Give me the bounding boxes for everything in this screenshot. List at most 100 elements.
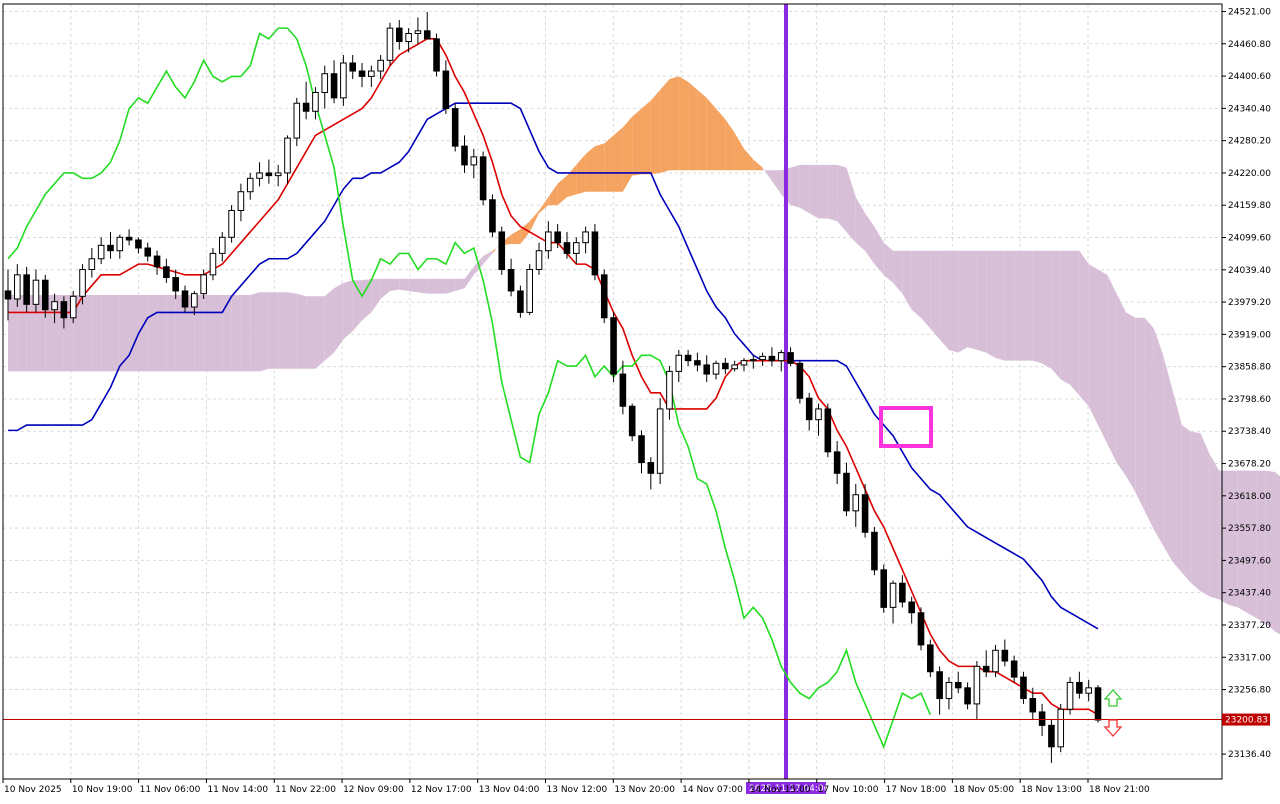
candle-bull[interactable] [14,274,21,300]
vertical-marker[interactable]: 2025.11.17 04:00 [746,4,830,794]
candle-bear[interactable] [684,354,692,362]
candle-bear[interactable] [265,172,273,177]
candlesticks[interactable] [4,12,1102,763]
candle-bull[interactable] [750,359,757,362]
candle-bear[interactable] [796,362,804,399]
candle-bear[interactable] [908,601,915,614]
candle-bear[interactable] [461,145,468,166]
candle-bull[interactable] [526,268,534,313]
candle-bull[interactable] [414,30,422,34]
candle-bear[interactable] [628,405,636,437]
candle-bear[interactable] [964,687,971,705]
candle-bull[interactable] [51,301,58,311]
candle-bull[interactable] [69,295,77,319]
candle-bear[interactable] [787,352,794,364]
candle-bear[interactable] [489,199,496,233]
candle-bear[interactable] [330,73,338,99]
candle-bull[interactable] [889,582,897,608]
candle-bear[interactable] [498,231,506,270]
candle-bear[interactable] [843,472,850,512]
candle-bull[interactable] [992,649,999,673]
candle-bear[interactable] [871,531,878,571]
candle-bull[interactable] [97,244,105,260]
candle-bull[interactable] [377,59,384,72]
candle-bull[interactable] [675,354,683,372]
candle-bull[interactable] [218,236,226,254]
candle-bear[interactable] [442,70,450,110]
candle-bear[interactable] [349,62,356,72]
candle-bear[interactable] [647,462,655,474]
candle-bear[interactable] [423,30,431,40]
candle-bull[interactable] [256,172,263,179]
candle-bull[interactable] [1057,708,1065,748]
candle-bear[interactable] [433,38,440,72]
candle-bear[interactable] [824,408,832,453]
candle-bull[interactable] [572,242,580,254]
candle-bear[interactable] [722,362,729,370]
candle-bear[interactable] [23,274,30,305]
candle-bull[interactable] [405,32,412,43]
candle-bear[interactable] [1094,687,1102,721]
candle-bull[interactable] [228,209,235,238]
candle-bull[interactable] [759,355,766,361]
candle-bear[interactable] [899,582,906,603]
candle-bull[interactable] [340,62,347,99]
candle-bear[interactable] [181,290,189,308]
candle-bear[interactable] [917,612,925,646]
candle-bear[interactable] [768,355,776,362]
candle-bull[interactable] [246,177,254,193]
candle-bear[interactable] [1020,676,1027,700]
candle-bear[interactable] [1010,660,1018,678]
candle-bear[interactable] [703,364,711,375]
candle-bull[interactable] [740,360,748,366]
candle-bull[interactable] [293,102,301,139]
candle-bull[interactable] [545,231,552,252]
candle-bull[interactable] [200,274,207,295]
candle-bull[interactable] [284,137,291,174]
candle-bear[interactable] [172,277,179,292]
candle-bear[interactable] [638,435,645,464]
candle-bear[interactable] [451,108,459,147]
candle-bear[interactable] [60,301,68,319]
candle-bear[interactable] [125,236,133,241]
candle-bear[interactable] [610,317,617,375]
candle-bear[interactable] [619,373,627,407]
candle-bear[interactable] [1038,711,1046,726]
candle-bear[interactable] [1029,698,1037,713]
candle-bear[interactable] [302,102,310,112]
candle-bull[interactable] [815,408,822,421]
candle-bull[interactable] [1066,681,1074,710]
candle-bull[interactable] [32,279,40,305]
candle-bear[interactable] [927,644,934,673]
candle-bear[interactable] [954,681,962,689]
candle-bear[interactable] [880,569,888,608]
candle-bull[interactable] [386,27,394,61]
candle-bull[interactable] [535,250,543,270]
candle-bull[interactable] [666,370,673,410]
candle-bull[interactable] [116,236,124,252]
candle-bear[interactable] [358,70,366,77]
candle-bull[interactable] [237,191,245,211]
candle-bull[interactable] [852,494,860,512]
candle-bear[interactable] [982,665,990,673]
candle-bear[interactable] [517,290,524,313]
candle-bear[interactable] [600,274,608,319]
candle-bear[interactable] [144,247,152,257]
candle-bull[interactable] [656,408,664,474]
candle-bull[interactable] [88,258,96,270]
candle-bull[interactable] [312,91,319,112]
candle-bear[interactable] [507,268,515,292]
candle-bull[interactable] [209,252,217,276]
candle-bull[interactable] [731,364,738,370]
candle-bear[interactable] [1076,681,1083,694]
candle-bear[interactable] [833,451,841,474]
candle-bear[interactable] [554,231,561,244]
candle-bull[interactable] [1085,687,1092,694]
candle-bear[interactable] [479,156,487,201]
candle-bear[interactable] [936,671,943,700]
candle-bull[interactable] [368,70,375,77]
candle-bear[interactable] [41,279,49,311]
candle-bear[interactable] [1001,649,1009,662]
candle-bear[interactable] [395,27,403,43]
